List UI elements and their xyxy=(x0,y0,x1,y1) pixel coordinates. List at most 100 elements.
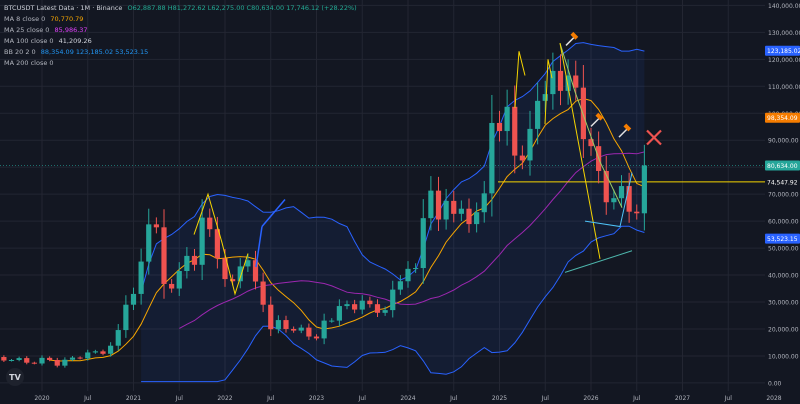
candle[interactable] xyxy=(313,334,320,341)
candle[interactable] xyxy=(504,89,510,146)
candle[interactable] xyxy=(443,188,449,230)
candle[interactable] xyxy=(428,176,434,231)
candle[interactable] xyxy=(527,110,533,176)
candle[interactable] xyxy=(169,279,175,293)
indicator-ma200[interactable]: MA 200 close 0 xyxy=(4,58,357,69)
candle[interactable] xyxy=(489,94,495,217)
indicator-label: MA 100 close 0 xyxy=(4,37,54,45)
candle[interactable] xyxy=(329,318,335,323)
candle[interactable] xyxy=(237,258,243,289)
candle[interactable] xyxy=(298,324,304,334)
indicator-bb[interactable]: BB 20 2 0 88,354.09 123,185.02 53,523.15 xyxy=(4,47,357,58)
hammer-handle xyxy=(565,35,576,46)
candle[interactable] xyxy=(283,315,289,333)
tradingview-logo-icon[interactable]: TV xyxy=(6,368,24,386)
candle[interactable] xyxy=(634,204,640,220)
candle[interactable] xyxy=(603,155,609,215)
candle[interactable] xyxy=(550,52,556,110)
candle[interactable] xyxy=(31,361,37,365)
candle[interactable] xyxy=(397,275,403,295)
candle[interactable] xyxy=(344,300,350,310)
close-icon xyxy=(646,129,662,146)
candle[interactable] xyxy=(260,272,266,313)
candle[interactable] xyxy=(268,296,274,337)
candle[interactable] xyxy=(184,247,190,279)
candle[interactable] xyxy=(565,59,571,105)
candle[interactable] xyxy=(512,85,518,174)
candle[interactable] xyxy=(435,176,442,231)
candle[interactable] xyxy=(474,202,480,233)
candle[interactable] xyxy=(626,172,632,223)
candle[interactable] xyxy=(519,145,525,170)
candle[interactable] xyxy=(367,296,373,308)
candle[interactable] xyxy=(115,324,121,351)
candle[interactable] xyxy=(153,217,159,234)
candle[interactable] xyxy=(336,299,342,327)
candle[interactable] xyxy=(39,355,45,366)
time-axis[interactable] xyxy=(0,391,800,404)
candle[interactable] xyxy=(374,299,381,317)
candle[interactable] xyxy=(62,357,68,368)
indicator-ma25[interactable]: MA 25 close 0 85,986.37 xyxy=(4,25,357,36)
candle[interactable] xyxy=(1,355,7,363)
candle[interactable] xyxy=(245,253,251,272)
candle[interactable] xyxy=(413,263,419,274)
candle[interactable] xyxy=(85,349,91,361)
candle[interactable] xyxy=(420,199,426,284)
candle[interactable] xyxy=(92,349,98,354)
candle-body xyxy=(176,271,182,289)
bollinger-lower-line xyxy=(141,225,645,383)
candle[interactable] xyxy=(8,358,15,362)
candle[interactable] xyxy=(481,181,487,223)
candle[interactable] xyxy=(54,357,60,368)
candle[interactable] xyxy=(77,356,83,360)
candle[interactable] xyxy=(130,287,137,310)
candle[interactable] xyxy=(641,144,647,231)
candle[interactable] xyxy=(496,110,503,142)
candle[interactable] xyxy=(557,54,564,106)
symbol-title[interactable]: BTCUSDT Latest Data · 1M · Binance xyxy=(4,4,123,12)
candle[interactable] xyxy=(123,295,129,338)
candle[interactable] xyxy=(16,356,22,362)
candle[interactable] xyxy=(199,199,205,281)
candle[interactable] xyxy=(306,323,312,340)
candle[interactable] xyxy=(69,356,76,362)
candle[interactable] xyxy=(291,326,297,333)
candle[interactable] xyxy=(24,356,30,365)
candle[interactable] xyxy=(405,261,411,288)
candle[interactable] xyxy=(191,248,198,271)
candle[interactable] xyxy=(321,313,327,345)
candle[interactable] xyxy=(359,295,365,315)
candle[interactable] xyxy=(161,209,167,299)
candle[interactable] xyxy=(108,342,114,357)
candle[interactable] xyxy=(100,349,106,356)
indicator-ma100[interactable]: MA 100 close 0 41,209.26 xyxy=(4,36,357,47)
candle[interactable] xyxy=(138,248,144,305)
candle[interactable] xyxy=(47,356,53,362)
candle[interactable] xyxy=(588,127,594,156)
candle[interactable] xyxy=(390,280,396,318)
candle-body xyxy=(85,352,91,359)
indicator-ma8[interactable]: MA 8 close 0 70,770.79 xyxy=(4,14,357,25)
candle[interactable] xyxy=(542,80,548,113)
candle[interactable] xyxy=(451,190,457,223)
y-tick-label: 20,000.00 xyxy=(768,326,799,333)
candle[interactable] xyxy=(275,315,281,334)
candle[interactable] xyxy=(466,198,472,233)
candle-body xyxy=(62,359,68,366)
candle[interactable] xyxy=(352,299,358,314)
x-tick-label: 2022 xyxy=(217,395,232,402)
candle[interactable] xyxy=(207,208,213,237)
candle[interactable] xyxy=(611,189,617,210)
candle[interactable] xyxy=(382,306,388,316)
price-axis[interactable] xyxy=(765,0,800,404)
candle[interactable] xyxy=(580,65,586,158)
candle[interactable] xyxy=(535,82,541,145)
candle[interactable] xyxy=(146,208,152,275)
candle[interactable] xyxy=(458,200,464,221)
candle[interactable] xyxy=(618,175,625,208)
candle[interactable] xyxy=(252,250,259,290)
candle[interactable] xyxy=(176,262,182,296)
